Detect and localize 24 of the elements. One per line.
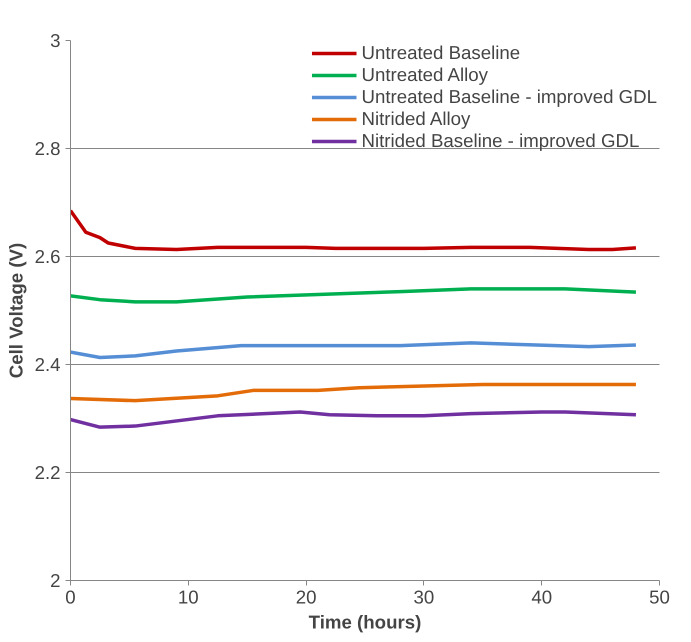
line-series — [70, 410, 638, 429]
x-tick-label: 20 — [296, 586, 316, 608]
y-tick-label: 2.2 — [34, 462, 61, 483]
legend-label: Untreated Alloy — [361, 64, 488, 86]
line-series — [70, 341, 638, 360]
y-tick-label: 2.6 — [34, 246, 61, 267]
x-tick-label: 30 — [414, 586, 434, 608]
legend-label: Nitrided Alloy — [361, 108, 470, 130]
line-series — [70, 287, 638, 304]
legend-label: Untreated Baseline - improved GDL — [361, 86, 657, 108]
y-tick-label: 2.8 — [34, 138, 61, 159]
y-tick-label: 3 — [50, 30, 61, 51]
x-tick-label: 50 — [649, 586, 670, 608]
x-axis-title: Time (hours) — [308, 612, 422, 632]
y-tick-label: 2 — [50, 570, 61, 591]
line-series — [70, 208, 638, 252]
legend-label: Nitrided Baseline - improved GDL — [361, 130, 640, 152]
y-axis-title: Cell Voltage (V) — [6, 242, 27, 378]
legend-label: Untreated Baseline — [361, 42, 520, 64]
x-tick-label: 40 — [531, 586, 552, 608]
x-tick-label: 0 — [65, 586, 76, 608]
x-tick-label: 10 — [178, 586, 199, 608]
y-tick-label: 2.4 — [34, 354, 61, 375]
line-series — [70, 382, 638, 402]
